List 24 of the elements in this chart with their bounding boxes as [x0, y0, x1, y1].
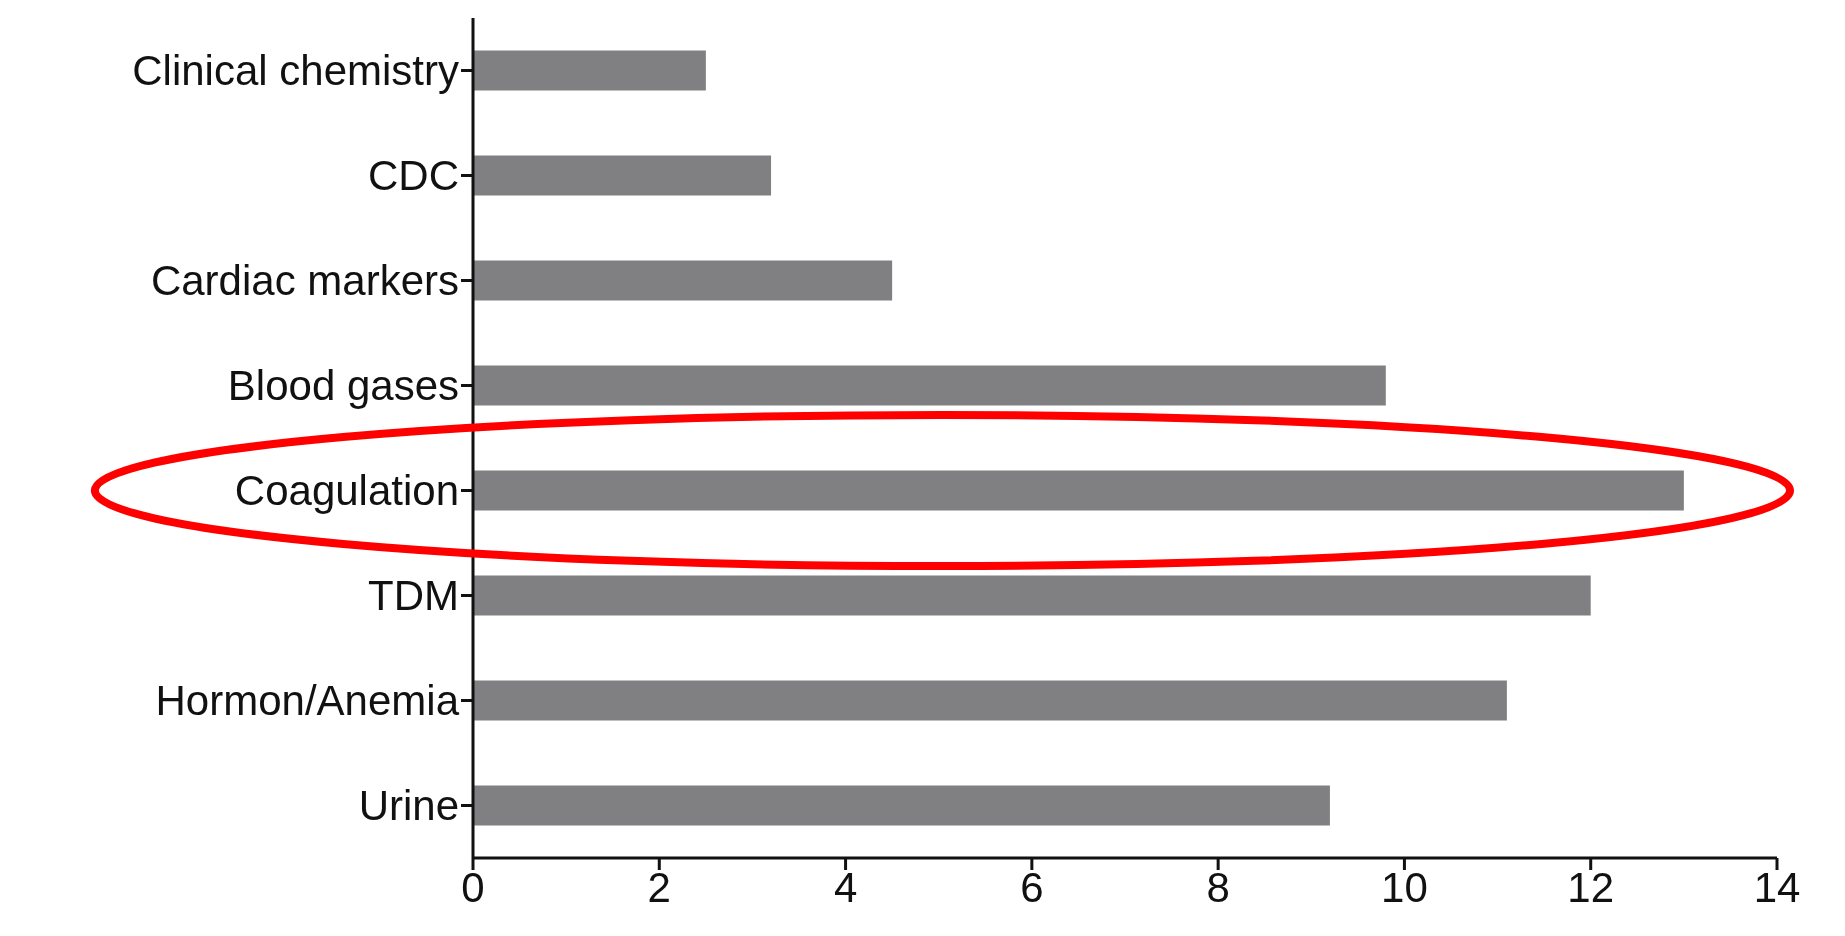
y-tick-label: TDM — [368, 572, 459, 620]
bar — [473, 470, 1684, 511]
bar — [473, 575, 1591, 616]
bar — [473, 785, 1330, 826]
bar — [473, 680, 1507, 721]
x-tick-label: 2 — [647, 863, 671, 911]
x-tick-label: 0 — [461, 863, 485, 911]
bar — [473, 50, 706, 91]
y-tick-label: Urine — [358, 782, 459, 830]
x-tick-label: 4 — [833, 863, 858, 911]
y-tick-label: Hormon/Anemia — [155, 677, 460, 725]
y-tick-label: Clinical chemistry — [132, 47, 459, 95]
x-tick-label: 6 — [1020, 863, 1044, 911]
y-tick-label: CDC — [368, 152, 459, 200]
bar — [473, 155, 772, 196]
x-tick-label: 14 — [1753, 863, 1801, 911]
bar — [473, 260, 893, 301]
x-tick-label: 10 — [1381, 863, 1428, 911]
y-tick-label: Coagulation — [234, 467, 459, 515]
x-tick-label: 12 — [1567, 863, 1615, 911]
y-tick-label: Blood gases — [227, 362, 459, 410]
bar — [473, 365, 1386, 406]
x-tick-label: 8 — [1206, 863, 1230, 911]
y-tick-label: Cardiac markers — [150, 257, 459, 305]
